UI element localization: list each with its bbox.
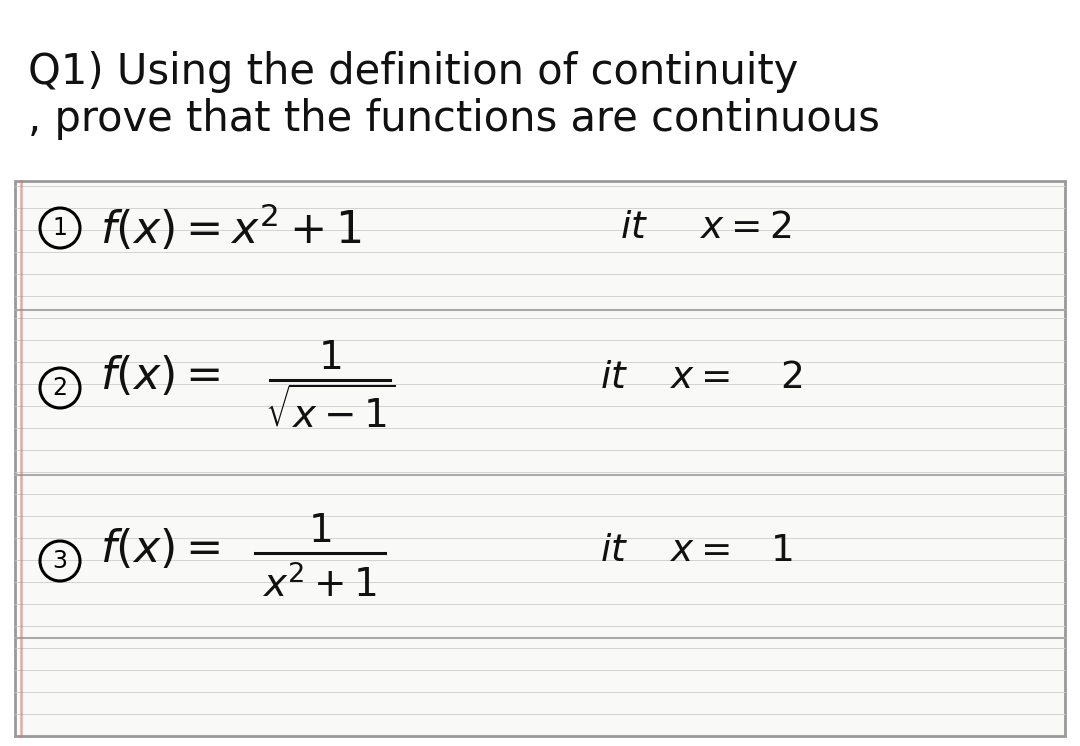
Text: 3: 3 [53, 549, 67, 573]
Text: $it$: $it$ [620, 210, 648, 246]
Text: $it$: $it$ [600, 533, 629, 569]
Text: $\sqrt{x-1}$: $\sqrt{x-1}$ [265, 388, 395, 436]
Text: $x=2$: $x=2$ [700, 210, 792, 246]
FancyBboxPatch shape [15, 181, 1065, 736]
Text: Q1) Using the definition of continuity: Q1) Using the definition of continuity [28, 51, 798, 93]
Text: $2$: $2$ [780, 360, 802, 396]
Text: $f(x)= x^2+1$: $f(x)= x^2+1$ [100, 203, 362, 254]
Text: $f(x) =$: $f(x) =$ [100, 354, 220, 398]
Text: $1$: $1$ [770, 533, 793, 569]
Text: , prove that the functions are continuous: , prove that the functions are continuou… [28, 98, 880, 140]
Text: 2: 2 [53, 376, 67, 400]
Text: $1$: $1$ [309, 512, 332, 550]
Text: $1$: $1$ [319, 339, 341, 377]
Text: 1: 1 [53, 216, 67, 240]
Text: $x^2+1$: $x^2+1$ [262, 565, 378, 605]
Text: $it$: $it$ [600, 360, 629, 396]
Text: $x=$: $x=$ [670, 360, 730, 396]
Text: $x=$: $x=$ [670, 533, 730, 569]
Text: $f(x) =$: $f(x) =$ [100, 527, 220, 571]
